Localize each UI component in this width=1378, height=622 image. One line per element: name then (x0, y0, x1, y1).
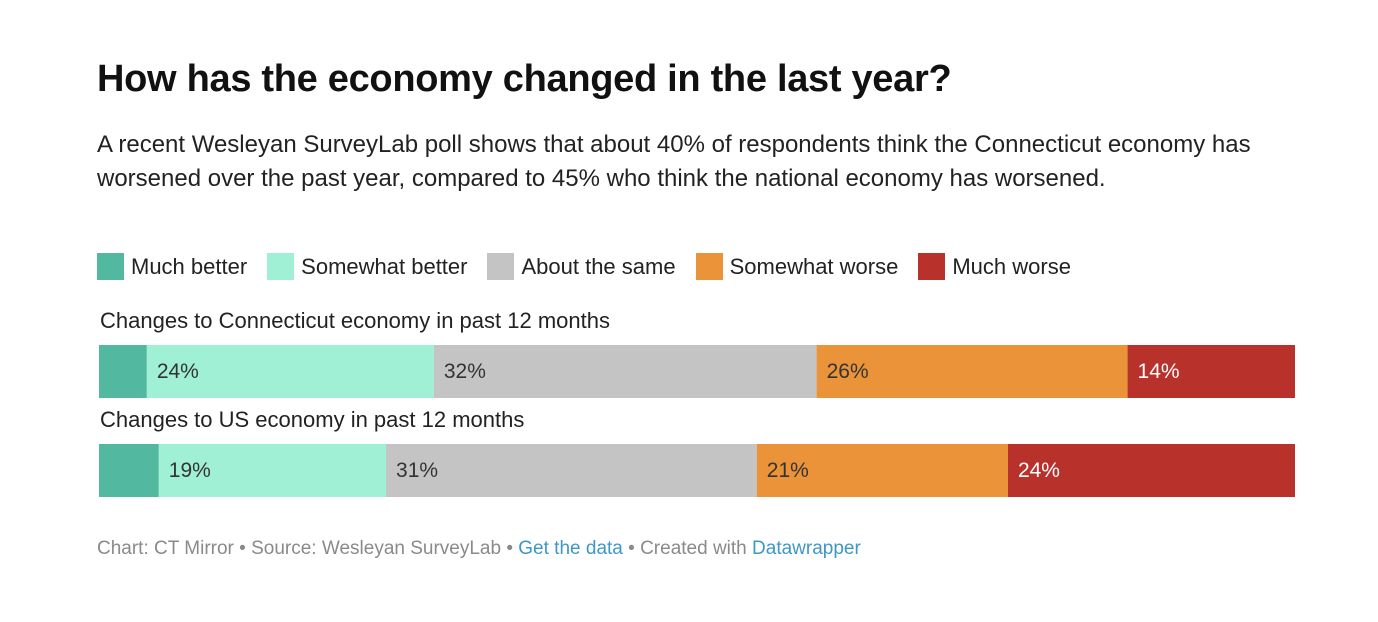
value-label: 32% (444, 360, 486, 383)
value-label: 19% (169, 459, 211, 482)
bar-segment (1007, 444, 1295, 497)
separator: • (239, 538, 246, 559)
legend-swatch (918, 253, 946, 280)
separator: • (628, 538, 635, 559)
row-label: Changes to Connecticut economy in past 1… (100, 308, 610, 333)
bar-segment (433, 345, 817, 398)
tool-link[interactable]: Datawrapper (752, 538, 861, 559)
separator: • (506, 538, 513, 559)
bar-segment (146, 345, 434, 398)
legend-item: Much better (97, 253, 247, 280)
legend-label: Somewhat better (301, 253, 468, 279)
legend-swatch (695, 253, 723, 280)
bar-segment (158, 444, 387, 497)
legend-item: Somewhat better (267, 253, 467, 280)
credit: Chart: CT Mirror (97, 538, 234, 559)
row-label: Changes to US economy in past 12 months (100, 407, 524, 432)
value-label: 21% (767, 459, 809, 482)
value-label: 24% (1018, 459, 1060, 482)
legend-swatch (267, 253, 295, 280)
bar-segment (99, 345, 147, 398)
bar-segment (756, 444, 1008, 497)
legend: Much better Somewhat better About the same… (97, 253, 1071, 280)
chart: Changes to Connecticut economy in past 1… (99, 308, 1295, 497)
bar-segment (99, 444, 159, 497)
bar-segment (816, 345, 1128, 398)
legend-item: About the same (487, 253, 676, 280)
legend-swatch (97, 253, 124, 280)
value-label: 14% (1138, 360, 1180, 383)
chart-title: How has the economy changed in the last … (97, 58, 952, 100)
footer: Chart: CT Mirror • Source: Wesleyan Surv… (97, 538, 861, 560)
legend-label: Somewhat worse (729, 253, 899, 279)
legend-swatch (487, 253, 515, 280)
bar-segment (1127, 345, 1295, 398)
legend-label: Much worse (952, 253, 1071, 279)
legend-item: Much worse (918, 253, 1071, 280)
legend-label: Much better (131, 253, 248, 279)
source: Source: Wesleyan SurveyLab (251, 538, 502, 559)
data-link[interactable]: Get the data (518, 538, 623, 559)
value-label: 26% (827, 360, 869, 383)
legend-item: Somewhat worse (695, 253, 899, 280)
value-label: 24% (157, 360, 199, 383)
legend-label: About the same (521, 253, 676, 279)
created-with: Created with (640, 538, 747, 559)
bar-segment (386, 444, 757, 497)
chart-subtitle: A recent Wesleyan SurveyLab poll shows t… (97, 131, 1251, 192)
value-label: 31% (396, 459, 438, 482)
